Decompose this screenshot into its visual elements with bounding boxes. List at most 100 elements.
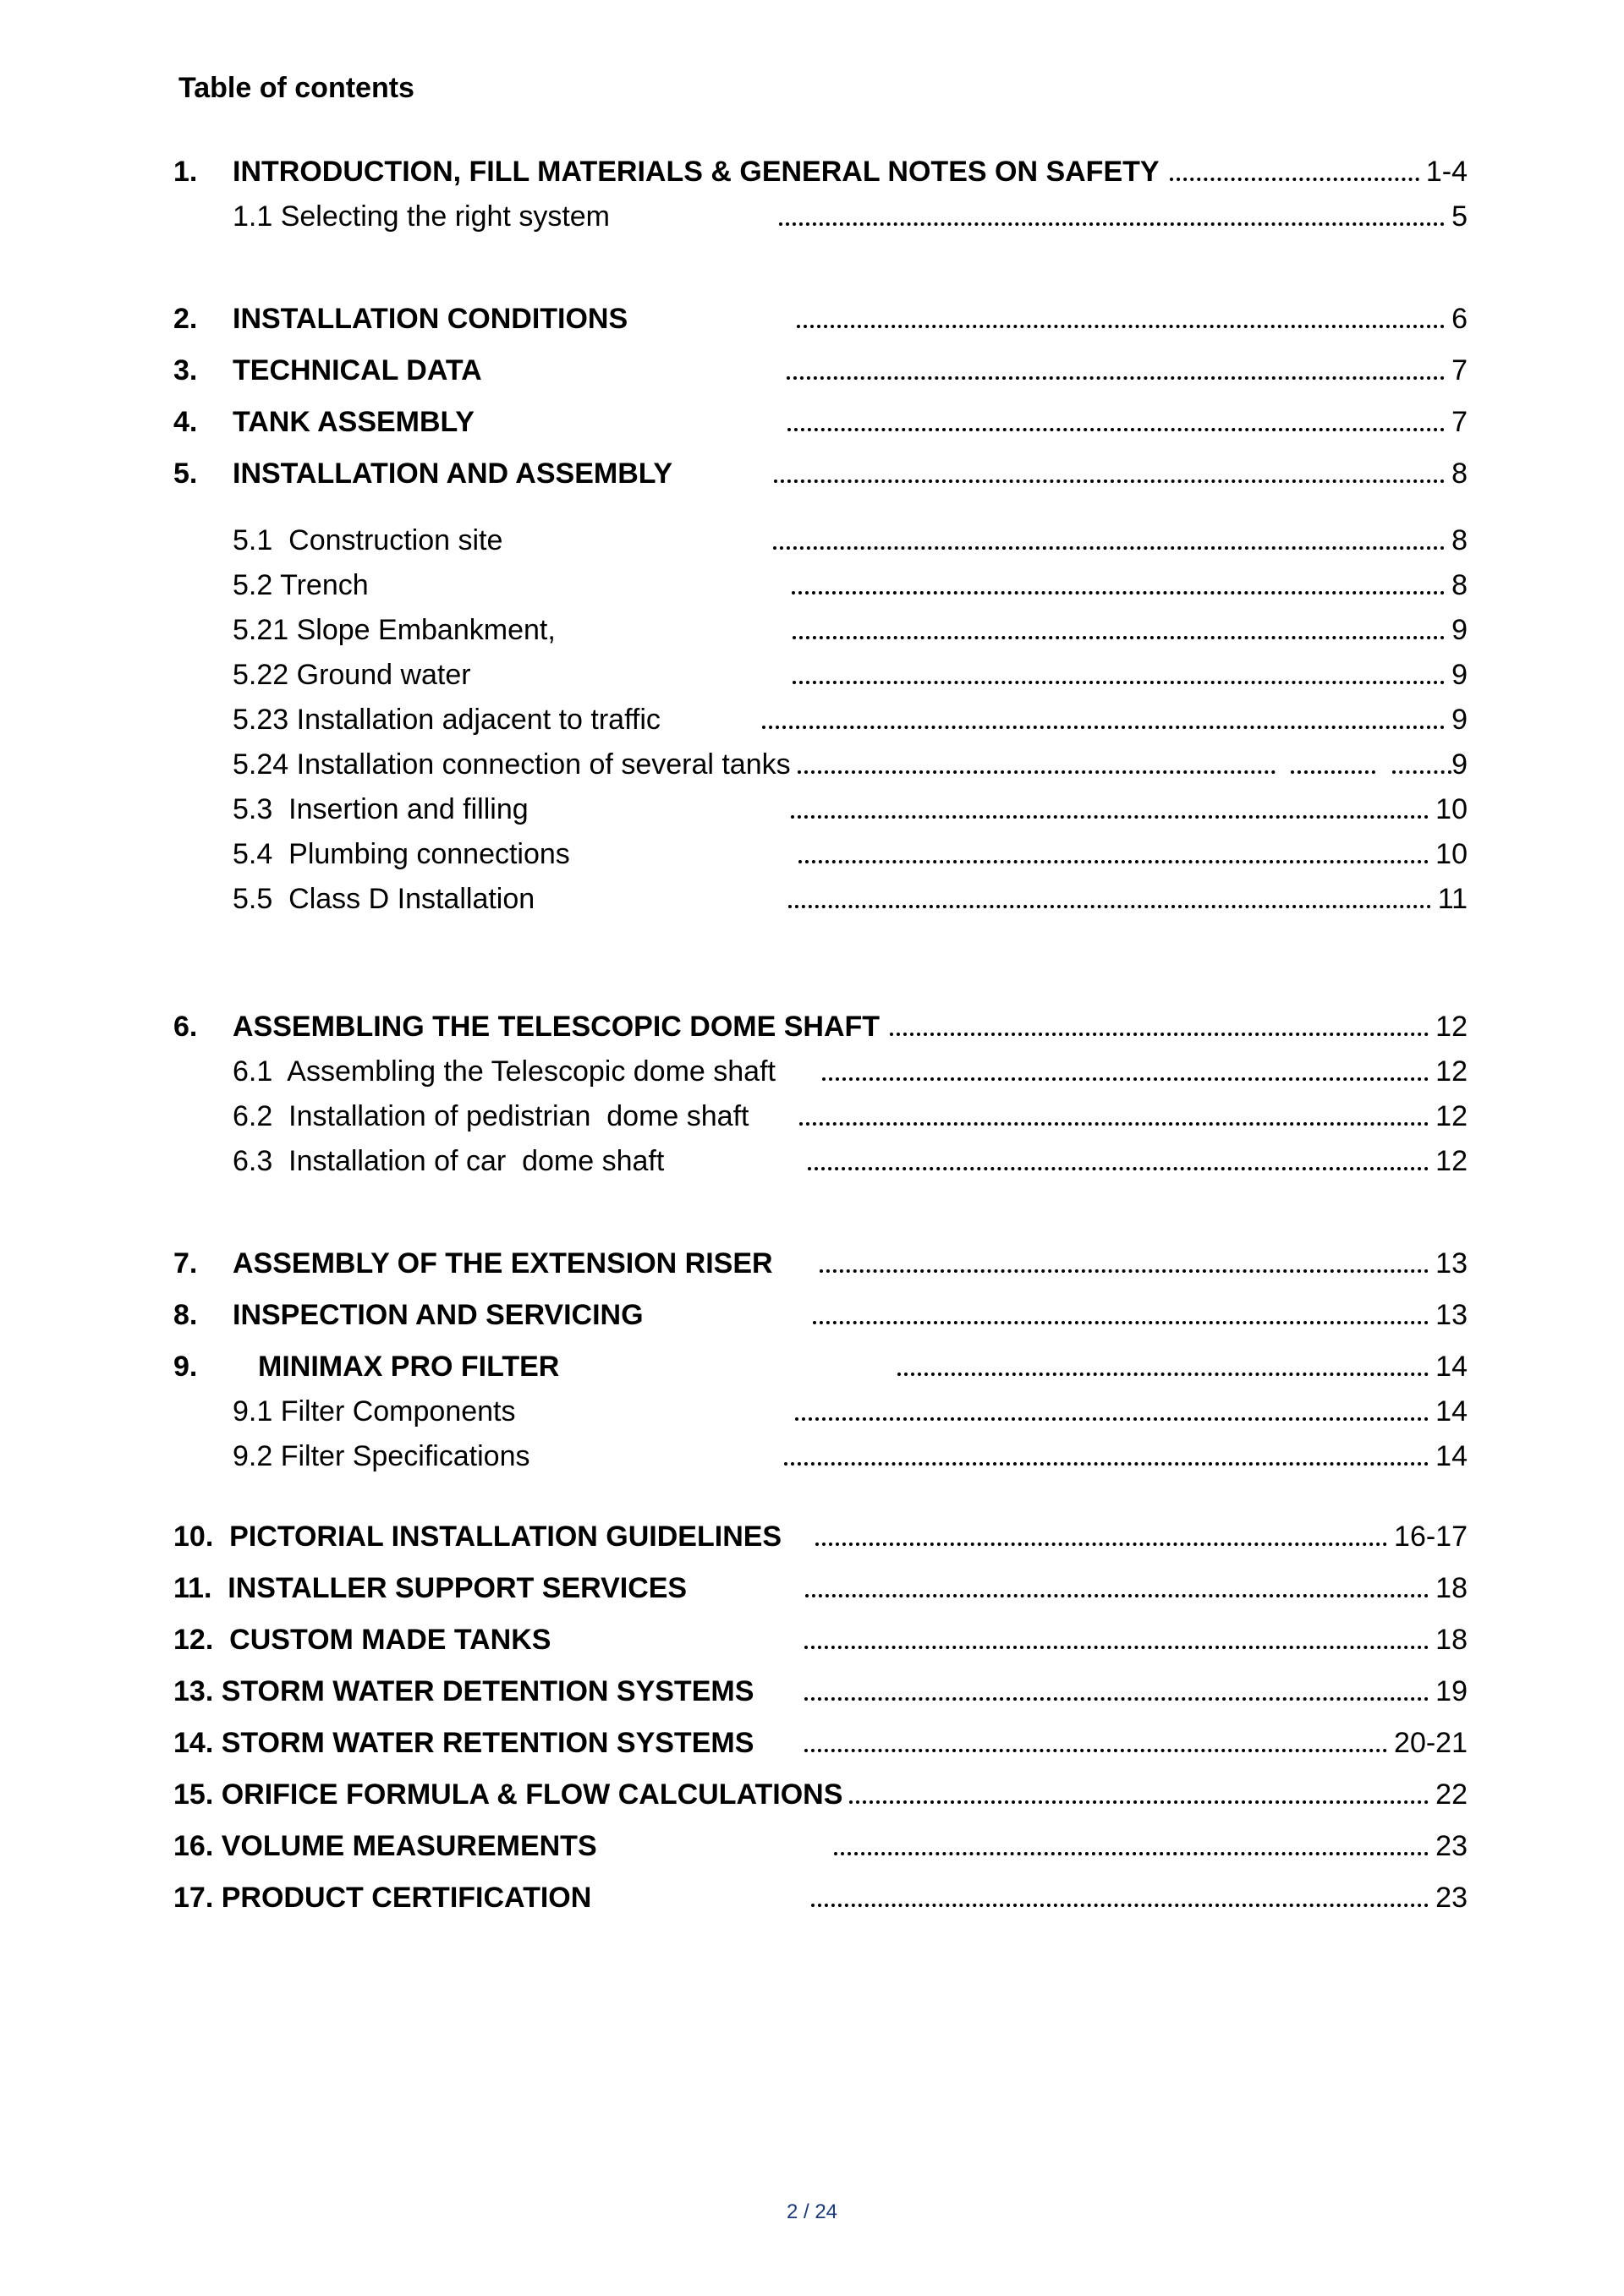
entry-label: 5.4 Plumbing connections [233,840,570,869]
dot-leader [774,469,1445,483]
dot-leader [1392,760,1451,774]
toc-entry-11: 11. INSTALLER SUPPORT SERVICES 18 [173,1574,1468,1603]
toc-entry-4: 4. TANK ASSEMBLY 7 [173,408,1468,437]
entry-page: 1-4 [1426,157,1468,186]
dot-leader [773,536,1445,550]
toc-entry-17: 17. PRODUCT CERTIFICATION 23 [173,1883,1468,1913]
toc-title: Table of contents [178,72,1468,105]
entry-page: 9 [1451,705,1468,734]
entry-page: 22 [1435,1780,1468,1809]
toc-entry-9-1: 9.1 Filter Components 14 [173,1397,1468,1427]
toc-entry-5-24: 5.24 Installation connection of several … [173,750,1468,780]
toc-entry-5-4: 5.4 Plumbing connections 10 [173,840,1468,869]
dot-leader [787,366,1445,380]
entry-page: 18 [1435,1574,1468,1603]
entry-page: 10 [1435,795,1468,824]
entry-label: 10. PICTORIAL INSTALLATION GUIDELINES [173,1522,782,1551]
entry-page: 9 [1451,750,1468,779]
entry-number: 6. [173,1012,233,1041]
entry-label: 5.22 Ground water [233,660,471,689]
toc-entry-6-2: 6.2 Installation of pedistrian dome shaf… [173,1102,1468,1132]
entry-label: MINIMAX PRO FILTER [233,1352,559,1381]
toc-entry-14: 14. STORM WATER RETENTION SYSTEMS 20-21 [173,1729,1468,1758]
entry-page: 16-17 [1394,1522,1468,1551]
entry-label: 9.1 Filter Components [233,1397,516,1426]
entry-page: 14 [1435,1442,1468,1471]
toc-entry-5: 5. INSTALLATION AND ASSEMBLY 8 [173,459,1468,489]
entry-label: ASSEMBLY OF THE EXTENSION RISER [233,1249,773,1278]
toc-entry-8: 8. INSPECTION AND SERVICING 13 [173,1301,1468,1330]
entry-label: 11. INSTALLER SUPPORT SERVICES [173,1574,687,1603]
dot-leader [897,1362,1429,1376]
dot-leader [822,1067,1429,1081]
entry-label: ASSEMBLING THE TELESCOPIC DOME SHAFT [233,1012,880,1041]
entry-label: INTRODUCTION, FILL MATERIALS & GENERAL N… [233,157,1160,186]
toc-entry-5-3: 5.3 Insertion and filling 10 [173,795,1468,825]
entry-page: 12 [1435,1057,1468,1086]
toc-entry-6-3: 6.3 Installation of car dome shaft 12 [173,1147,1468,1176]
entry-label: INSTALLATION AND ASSEMBLY [233,459,672,488]
toc-entry-16: 16. VOLUME MEASUREMENTS 23 [173,1832,1468,1861]
entry-page: 19 [1435,1677,1468,1706]
entry-label: 1.1 Selecting the right system [233,202,610,231]
entry-label: 5.23 Installation adjacent to traffic [233,705,661,734]
dot-leader [820,1259,1429,1273]
entry-label: 12. CUSTOM MADE TANKS [173,1625,551,1654]
toc-entry-5-2: 5.2 Trench 8 [173,571,1468,600]
entry-label: TANK ASSEMBLY [233,408,475,436]
entry-page: 14 [1435,1397,1468,1426]
entry-label: INSTALLATION CONDITIONS [233,304,628,333]
toc-entry-2: 2. INSTALLATION CONDITIONS 6 [173,304,1468,334]
dot-leader [1170,167,1419,181]
dot-leader [797,315,1445,328]
entry-page: 12 [1435,1102,1468,1131]
entry-page: 10 [1435,840,1468,869]
entry-page: 12 [1435,1012,1468,1041]
entry-page: 20-21 [1394,1729,1468,1757]
dot-leader [793,671,1445,684]
toc-entry-5-1: 5.1 Construction site 8 [173,526,1468,556]
entry-page: 9 [1451,616,1468,644]
toc-entry-3: 3. TECHNICAL DATA 7 [173,356,1468,386]
entry-label: 6.3 Installation of car dome shaft [233,1147,664,1175]
dot-leader [791,805,1429,819]
dot-leader [793,626,1445,639]
entry-page: 11 [1438,885,1468,913]
toc-entry-1: 1. INTRODUCTION, FILL MATERIALS & GENERA… [173,157,1468,187]
entry-page: 12 [1435,1147,1468,1175]
entry-number: 7. [173,1249,233,1278]
dot-leader [813,1311,1429,1324]
entry-page: 8 [1451,571,1468,600]
dot-leader [811,1893,1429,1907]
entry-number: 8. [173,1301,233,1329]
entry-label: 5.21 Slope Embankment, [233,616,556,644]
entry-page: 13 [1435,1301,1468,1329]
dot-leader [815,1532,1387,1546]
entry-label: 17. PRODUCT CERTIFICATION [173,1883,591,1912]
entry-label: 5.2 Trench [233,571,369,600]
dot-leader [808,1157,1429,1170]
dot-leader [795,1407,1429,1421]
entry-label: 9.2 Filter Specifications [233,1442,530,1471]
entry-number: 2. [173,304,233,333]
toc-entry-9: 9. MINIMAX PRO FILTER 14 [173,1352,1468,1382]
entry-label: 5.1 Construction site [233,526,502,555]
dot-leader [784,1452,1429,1466]
dot-leader [788,895,1431,908]
toc-entry-5-21: 5.21 Slope Embankment, 9 [173,616,1468,645]
entry-label: 5.3 Insertion and filling [233,795,529,824]
entry-page: 7 [1451,408,1468,436]
toc-entry-5-23: 5.23 Installation adjacent to traffic 9 [173,705,1468,735]
entry-number: 5. [173,459,233,488]
toc-entry-12: 12. CUSTOM MADE TANKS 18 [173,1625,1468,1655]
toc-entry-1-1: 1.1 Selecting the right system 5 [173,202,1468,232]
entry-page: 6 [1451,304,1468,333]
document-page: Table of contents 1. INTRODUCTION, FILL … [0,0,1624,2296]
entry-number: 3. [173,356,233,385]
dot-leader [805,1584,1429,1597]
toc-entry-7: 7. ASSEMBLY OF THE EXTENSION RISER 13 [173,1249,1468,1279]
entry-page: 13 [1435,1249,1468,1278]
entry-page: 7 [1451,356,1468,385]
entry-page: 23 [1435,1832,1468,1860]
dot-leader [792,581,1445,595]
